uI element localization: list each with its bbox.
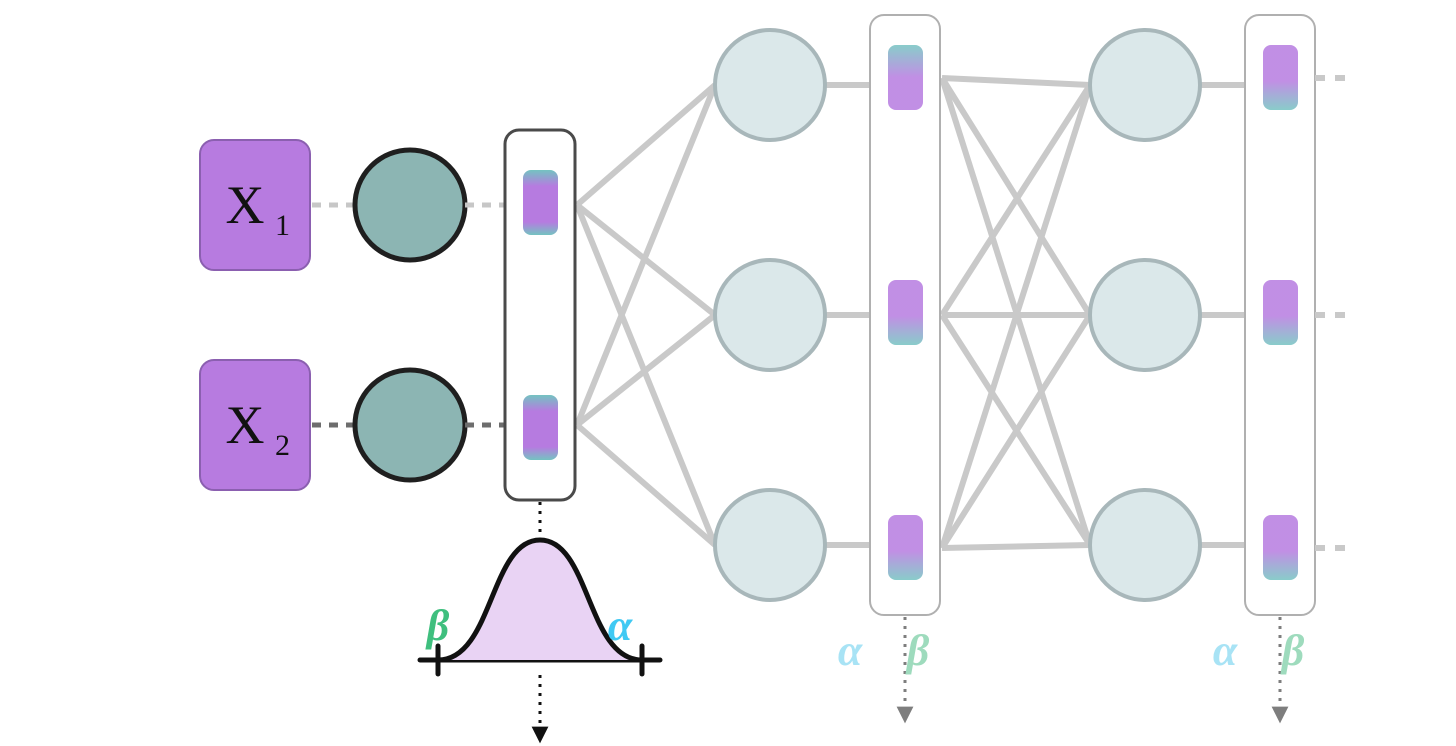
neuron-circle-faded — [715, 30, 825, 140]
neuron-circle — [355, 150, 465, 260]
input-label-sub: 2 — [275, 429, 290, 462]
distribution-chip-faded — [888, 280, 923, 345]
input-label: X — [226, 395, 265, 455]
edge — [942, 545, 1090, 548]
neuron-circle-faded — [1090, 490, 1200, 600]
distribution-chip-faded — [1263, 280, 1298, 345]
alpha-label: α — [608, 601, 633, 650]
neuron-circle — [355, 370, 465, 480]
distribution-chip-faded — [1263, 515, 1298, 580]
neuron-circle-faded — [715, 260, 825, 370]
neuron-circle-faded — [1090, 30, 1200, 140]
edge — [577, 425, 715, 545]
input-label-sub: 1 — [275, 209, 290, 242]
distribution-chip — [523, 395, 558, 460]
neuron-circle-faded — [1090, 260, 1200, 370]
distribution-chip-faded — [1263, 45, 1298, 110]
alpha-label-faded: α — [1213, 626, 1238, 675]
input-label: X — [226, 175, 265, 235]
distribution-chip — [523, 170, 558, 235]
neuron-circle-faded — [715, 490, 825, 600]
beta-label: β — [425, 601, 450, 650]
beta-label-faded: β — [1280, 626, 1305, 675]
edge — [577, 85, 715, 205]
edge — [942, 78, 1090, 85]
alpha-label-faded: α — [838, 626, 863, 675]
distribution-chip-faded — [888, 45, 923, 110]
beta-label-faded: β — [905, 626, 930, 675]
distribution-chip-faded — [888, 515, 923, 580]
